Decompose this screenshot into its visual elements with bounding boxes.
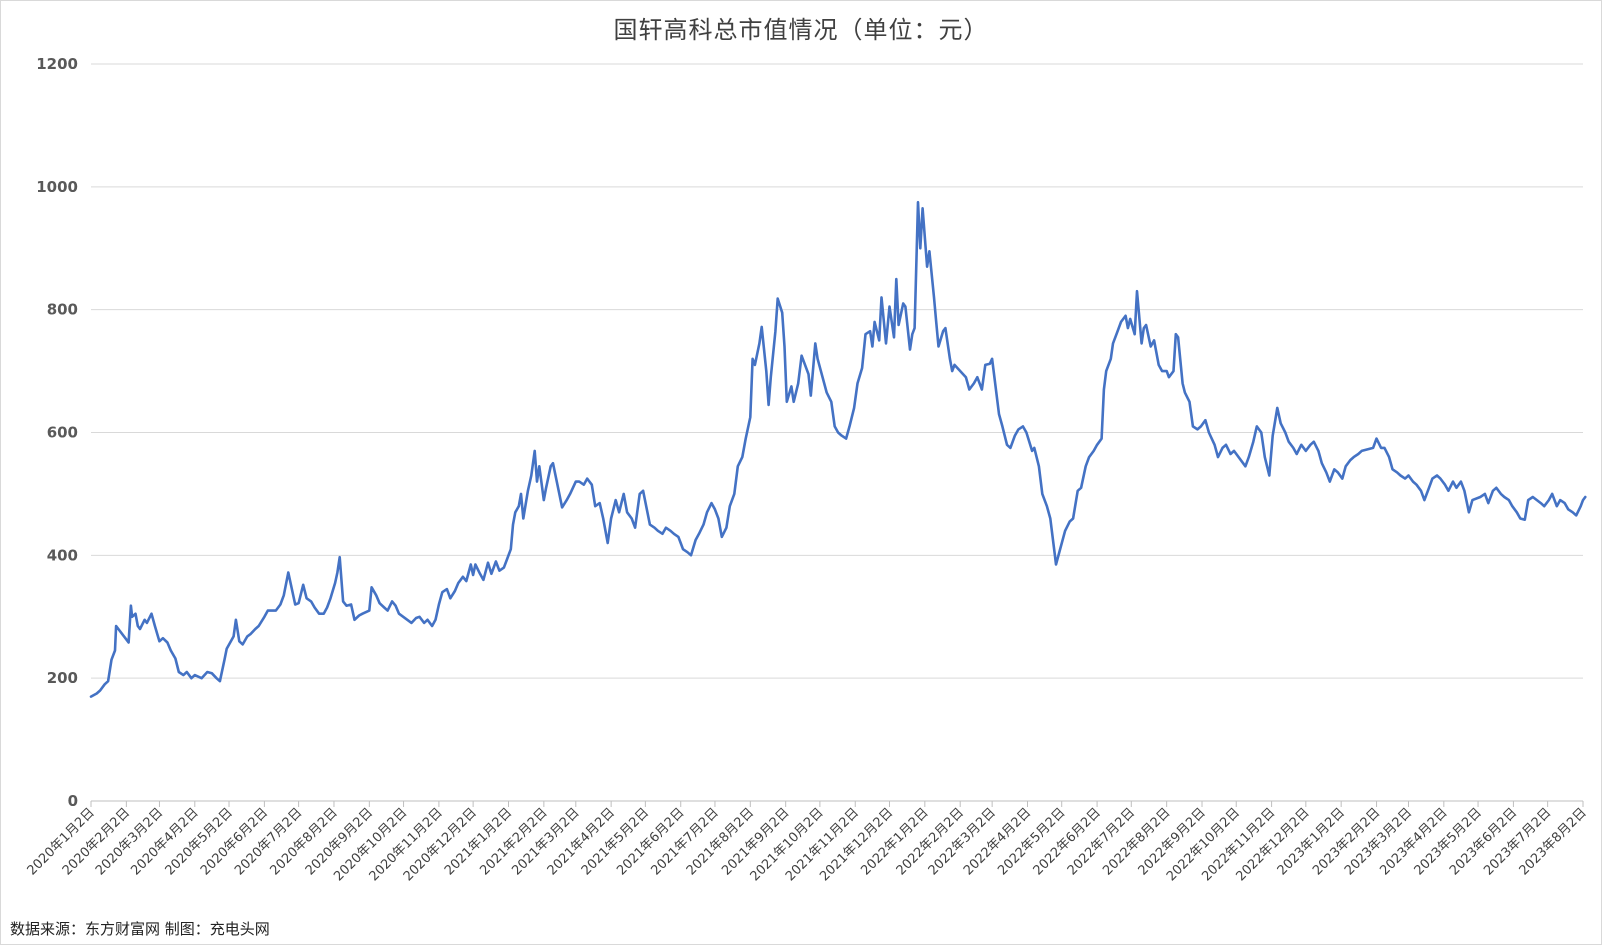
- y-tick-label: 200: [47, 669, 78, 687]
- y-tick-label: 1200: [36, 55, 78, 73]
- y-axis-tick-labels: 0 200 400 600 800 1000 1200: [36, 55, 78, 810]
- x-axis: 2020年1月2日2020年2月2日2020年3月2日2020年4月2日2020…: [25, 800, 1590, 884]
- series-line-market-cap: [89, 200, 1587, 698]
- y-tick-label: 800: [47, 301, 78, 319]
- series-group: [89, 200, 1587, 698]
- y-tick-label: 400: [47, 546, 78, 564]
- y-tick-label: 1000: [36, 178, 78, 196]
- y-tick-label: 0: [68, 792, 78, 810]
- y-tick-label: 600: [47, 424, 78, 442]
- chart-title: 国轩高科总市值情况（单位：元）: [613, 16, 989, 44]
- gridlines: [91, 63, 1583, 679]
- data-source-note: 数据来源：东方财富网 制图：充电头网: [10, 920, 270, 938]
